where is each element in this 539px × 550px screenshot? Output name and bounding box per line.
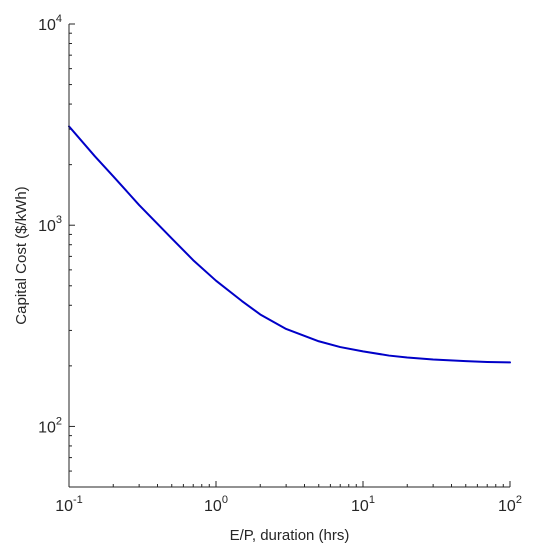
y-tick-label: 104 — [38, 13, 62, 34]
x-tick-label: 100 — [204, 494, 228, 515]
x-axis-label: E/P, duration (hrs) — [230, 527, 350, 544]
x-tick-label: 102 — [498, 494, 522, 515]
x-axis-ticks: 10-1 100 101 102 — [55, 481, 522, 515]
series-line — [68, 125, 511, 364]
y-axis-ticks: 102 103 104 — [38, 13, 75, 488]
y-tick-label: 103 — [38, 214, 62, 235]
series-layer — [68, 125, 511, 364]
x-tick-label: 101 — [351, 494, 375, 515]
x-tick-label: 10-1 — [55, 494, 83, 515]
y-axis-label: Capital Cost ($/kWh) — [13, 186, 30, 324]
y-tick-label: 102 — [38, 415, 62, 436]
